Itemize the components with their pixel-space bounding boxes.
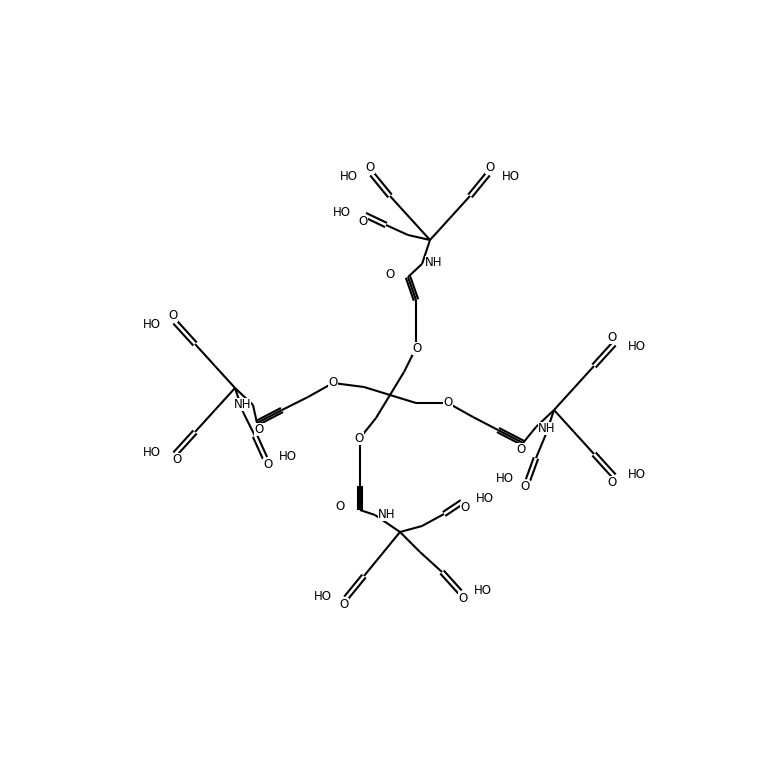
Text: O: O — [459, 592, 468, 605]
Text: HO: HO — [474, 583, 492, 597]
Text: O: O — [328, 377, 338, 389]
Text: O: O — [520, 480, 530, 493]
Text: O: O — [339, 598, 349, 611]
Text: HO: HO — [314, 590, 332, 604]
Text: O: O — [168, 309, 178, 322]
Text: O: O — [516, 443, 526, 456]
Text: O: O — [264, 458, 273, 471]
Text: NH: NH — [425, 256, 442, 268]
Text: HO: HO — [628, 467, 646, 480]
Text: O: O — [386, 268, 395, 281]
Text: HO: HO — [143, 317, 161, 331]
Text: HO: HO — [333, 205, 351, 218]
Text: O: O — [460, 501, 470, 514]
Text: HO: HO — [279, 449, 297, 463]
Text: O: O — [413, 342, 422, 354]
Text: NH: NH — [538, 421, 555, 434]
Text: O: O — [608, 331, 617, 344]
Text: O: O — [254, 423, 264, 436]
Text: HO: HO — [502, 169, 520, 183]
Text: O: O — [443, 396, 452, 410]
Text: HO: HO — [628, 339, 646, 353]
Text: O: O — [358, 215, 367, 228]
Text: NH: NH — [378, 508, 395, 520]
Text: O: O — [354, 431, 363, 445]
Text: O: O — [365, 161, 374, 174]
Text: HO: HO — [143, 445, 161, 459]
Text: O: O — [485, 161, 495, 174]
Text: NH: NH — [233, 398, 251, 410]
Text: O: O — [172, 453, 182, 466]
Text: O: O — [608, 476, 617, 489]
Text: HO: HO — [476, 492, 494, 505]
Text: HO: HO — [340, 169, 358, 183]
Text: HO: HO — [496, 471, 514, 484]
Text: O: O — [335, 501, 345, 513]
